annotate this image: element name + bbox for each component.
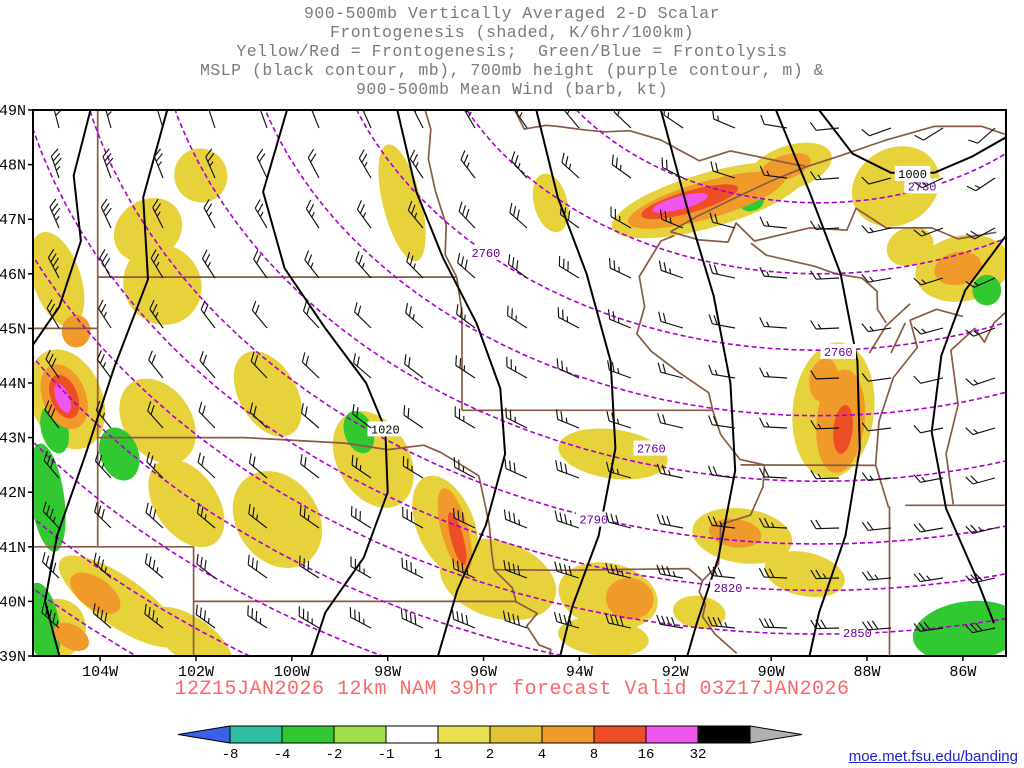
svg-text:40N: 40N	[0, 594, 26, 611]
svg-text:2760: 2760	[637, 443, 666, 457]
svg-text:48N: 48N	[0, 158, 26, 175]
svg-text:92W: 92W	[662, 664, 689, 681]
svg-text:1020: 1020	[371, 423, 400, 437]
title-line-1: 900-500mb Vertically Averaged 2-D Scalar	[303, 4, 721, 23]
svg-text:104W: 104W	[82, 664, 118, 681]
svg-text:-1: -1	[378, 747, 395, 763]
svg-text:8: 8	[590, 747, 598, 763]
credit-link[interactable]: moe.met.fsu.edu/banding	[848, 748, 1018, 765]
svg-text:1000: 1000	[898, 168, 927, 182]
colorbar: -8 -4 -2 -1 1 2 4 8 16 32	[177, 725, 803, 763]
svg-text:-8: -8	[222, 747, 239, 763]
svg-text:42N: 42N	[0, 485, 26, 502]
credit-link-container: moe.met.fsu.edu/banding	[849, 748, 1018, 765]
svg-text:16: 16	[638, 747, 655, 763]
svg-text:94W: 94W	[566, 664, 593, 681]
svg-text:86W: 86W	[949, 664, 976, 681]
svg-text:2790: 2790	[579, 514, 608, 528]
svg-text:2760: 2760	[824, 346, 853, 360]
svg-text:47N: 47N	[0, 212, 26, 229]
svg-text:90W: 90W	[758, 664, 785, 681]
svg-text:32: 32	[690, 747, 707, 763]
svg-text:98W: 98W	[374, 664, 401, 681]
svg-text:43N: 43N	[0, 431, 26, 448]
title-line-3: Yellow/Red = Frontogenesis; Green/Blue =…	[236, 42, 788, 61]
svg-text:102W: 102W	[178, 664, 214, 681]
forecast-validity-text: 12Z15JAN2026 12km NAM 39hr forecast Vali…	[174, 678, 850, 701]
svg-text:44N: 44N	[0, 376, 26, 393]
svg-text:2760: 2760	[472, 247, 501, 261]
svg-text:-4: -4	[274, 747, 291, 763]
svg-text:2820: 2820	[714, 582, 743, 596]
svg-text:-2: -2	[326, 747, 343, 763]
title-block: 900-500mb Vertically Averaged 2-D Scalar…	[0, 4, 1024, 99]
svg-text:46N: 46N	[0, 267, 26, 284]
svg-text:41N: 41N	[0, 540, 26, 557]
svg-text:88W: 88W	[853, 664, 880, 681]
title-line-2: Frontogenesis (shaded, K/6hr/100km)	[329, 23, 695, 42]
title-line-5: 900-500mb Mean Wind (barb, kt)	[355, 80, 669, 99]
svg-text:100W: 100W	[274, 664, 310, 681]
svg-text:4: 4	[538, 747, 546, 763]
svg-text:49N: 49N	[0, 103, 26, 120]
svg-text:96W: 96W	[470, 664, 497, 681]
svg-text:2850: 2850	[843, 627, 872, 641]
svg-text:39N: 39N	[0, 649, 26, 666]
svg-text:2: 2	[486, 747, 494, 763]
svg-text:45N: 45N	[0, 321, 26, 338]
title-line-4: MSLP (black contour, mb), 700mb height (…	[199, 61, 825, 80]
svg-text:1: 1	[434, 747, 442, 763]
